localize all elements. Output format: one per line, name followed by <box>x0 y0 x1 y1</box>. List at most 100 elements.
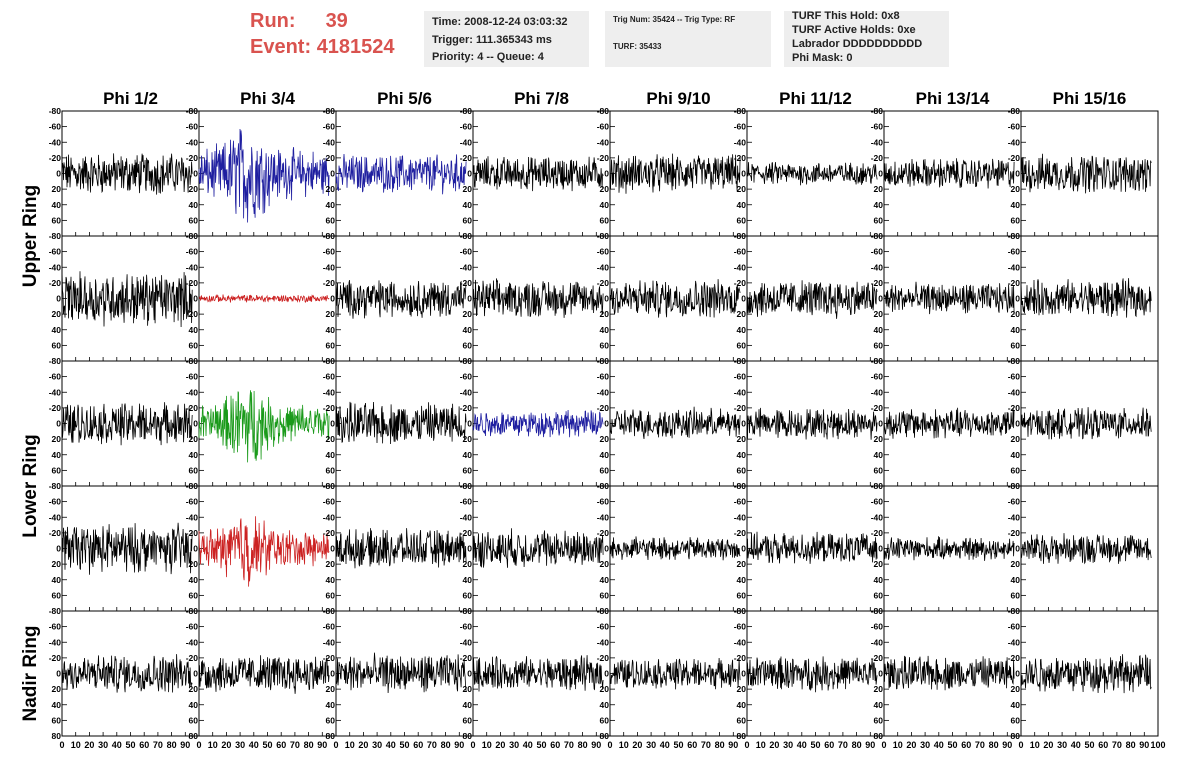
x-tick-label: 20 <box>495 740 505 750</box>
y-tick-label: -20 <box>460 403 473 413</box>
column-header: Phi 5/6 <box>377 89 432 108</box>
x-tick-label: 10 <box>1030 740 1040 750</box>
y-tick-label: -20 <box>186 153 199 163</box>
y-tick-label: 0 <box>1015 294 1020 304</box>
x-tick-label: 0 <box>1018 740 1023 750</box>
y-tick-label: -20 <box>460 278 473 288</box>
y-tick-label: -80 <box>871 606 884 616</box>
y-tick-label: 20 <box>463 184 473 194</box>
y-tick-label: -60 <box>734 622 747 632</box>
waveform-trace <box>746 162 878 186</box>
x-tick-label: 90 <box>865 740 875 750</box>
waveform-trace <box>472 528 604 568</box>
y-tick-label: -20 <box>460 653 473 663</box>
waveform-trace <box>1020 533 1152 565</box>
x-tick-label: 30 <box>783 740 793 750</box>
y-tick-label: 0 <box>56 669 61 679</box>
event-label: Event: <box>250 36 312 58</box>
y-tick-label: 0 <box>467 169 472 179</box>
y-tick-label: -40 <box>597 137 610 147</box>
x-tick-label: 80 <box>441 740 451 750</box>
waveform-trace <box>335 528 467 569</box>
x-tick-label: 40 <box>523 740 533 750</box>
y-tick-label: -80 <box>734 606 747 616</box>
waveform-trace <box>335 652 467 694</box>
y-tick-label: -40 <box>1008 137 1021 147</box>
x-tick-label: 60 <box>276 740 286 750</box>
waveform-trace <box>883 281 1015 315</box>
x-tick-label: 20 <box>221 740 231 750</box>
y-tick-label: 20 <box>52 309 62 319</box>
trigger-text: Trigger: 111.365343 ms <box>432 34 552 46</box>
y-tick-label: 60 <box>600 340 610 350</box>
priority-text: Priority: 4 -- Queue: 4 <box>432 51 544 63</box>
y-tick-label: -80 <box>323 106 336 116</box>
y-tick-label: -40 <box>186 512 199 522</box>
y-tick-label: -80 <box>49 481 62 491</box>
y-tick-label: -40 <box>734 137 747 147</box>
y-tick-label: -60 <box>323 122 336 132</box>
x-tick-label: 70 <box>427 740 437 750</box>
y-tick-label: 60 <box>1011 715 1021 725</box>
y-tick-label: 60 <box>463 715 473 725</box>
x-tick-label: 50 <box>673 740 683 750</box>
waveform-trace <box>1020 278 1152 318</box>
y-tick-label: 20 <box>600 684 610 694</box>
waveform-trace <box>746 656 878 693</box>
y-tick-label: -80 <box>1008 356 1021 366</box>
y-tick-label: 60 <box>326 590 336 600</box>
y-tick-label: -20 <box>323 278 336 288</box>
y-tick-label: 20 <box>874 184 884 194</box>
y-tick-label: 20 <box>1011 434 1021 444</box>
x-tick-label: 50 <box>947 740 957 750</box>
y-tick-label: 60 <box>189 715 199 725</box>
y-tick-label: 40 <box>1011 325 1021 335</box>
y-tick-label: -80 <box>1008 231 1021 241</box>
y-tick-label: 60 <box>737 465 747 475</box>
y-tick-label: 60 <box>1011 590 1021 600</box>
column-header: Phi 15/16 <box>1053 89 1127 108</box>
y-tick-label: 40 <box>463 700 473 710</box>
x-tick-label: 70 <box>290 740 300 750</box>
x-tick-label: 90 <box>1139 740 1149 750</box>
y-tick-label: 0 <box>330 544 335 554</box>
y-tick-label: 0 <box>193 669 198 679</box>
y-tick-label: -20 <box>871 153 884 163</box>
y-tick-label: -80 <box>49 106 62 116</box>
trig-info-box: Trig Num: 35424 -- Trig Type: RF TURF: 3… <box>605 11 771 67</box>
y-tick-label: -60 <box>871 247 884 257</box>
y-tick-label: -20 <box>871 653 884 663</box>
y-tick-label: -40 <box>323 137 336 147</box>
y-tick-label: 0 <box>741 544 746 554</box>
y-tick-label: -20 <box>323 153 336 163</box>
y-tick-label: 60 <box>600 465 610 475</box>
y-tick-label: 40 <box>463 325 473 335</box>
y-tick-label: -60 <box>460 247 473 257</box>
x-tick-label: 10 <box>345 740 355 750</box>
y-tick-label: -60 <box>49 622 62 632</box>
y-tick-label: 20 <box>52 184 62 194</box>
y-tick-label: -40 <box>1008 262 1021 272</box>
y-tick-label: -20 <box>49 653 62 663</box>
y-tick-label: -20 <box>186 403 199 413</box>
y-tick-label: -40 <box>460 387 473 397</box>
y-tick-label: 60 <box>874 590 884 600</box>
y-tick-label: 20 <box>189 309 199 319</box>
y-tick-label: 0 <box>878 669 883 679</box>
waveform-trace <box>746 280 878 319</box>
y-tick-label: 40 <box>189 325 199 335</box>
y-tick-label: -20 <box>734 153 747 163</box>
column-header: Phi 1/2 <box>103 89 158 108</box>
y-tick-label: 0 <box>193 544 198 554</box>
x-tick-label: 20 <box>769 740 779 750</box>
y-tick-label: -60 <box>49 122 62 132</box>
x-tick-label: 60 <box>550 740 560 750</box>
x-tick-label: 40 <box>660 740 670 750</box>
x-tick-label: 20 <box>358 740 368 750</box>
x-tick-label: 80 <box>578 740 588 750</box>
y-tick-label: 60 <box>52 590 62 600</box>
y-tick-label: -20 <box>1008 528 1021 538</box>
y-tick-label: 80 <box>600 731 610 741</box>
y-tick-label: 20 <box>463 309 473 319</box>
